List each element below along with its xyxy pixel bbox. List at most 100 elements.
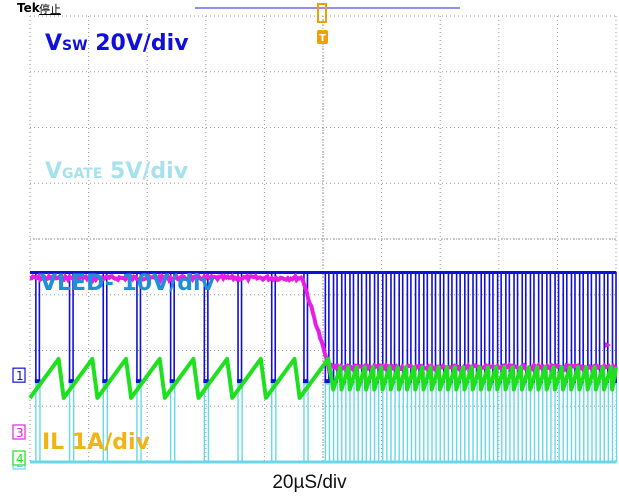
grid-dot <box>263 356 265 357</box>
grid-dot <box>146 60 148 61</box>
grid-dot <box>418 182 419 184</box>
grid-dot <box>146 72 148 73</box>
grid-dot <box>556 44 558 45</box>
grid-dot <box>146 68 148 69</box>
grid-dot <box>378 15 379 17</box>
grid-dot <box>498 152 500 153</box>
vgate-pulse <box>603 383 610 463</box>
grid-dot <box>556 76 558 77</box>
grid-dot <box>154 405 155 407</box>
grid-dot <box>88 424 90 425</box>
grid-dot <box>170 238 171 240</box>
grid-dot <box>502 405 503 407</box>
grid-dot <box>266 182 267 184</box>
grid-dot <box>439 40 441 41</box>
grid-dot <box>538 71 539 73</box>
grid-dot <box>29 120 31 121</box>
grid-dot <box>314 127 315 128</box>
grid-dot <box>556 404 558 405</box>
grid-dot <box>205 180 207 181</box>
grid-dot <box>205 84 207 85</box>
grid-dot <box>615 132 617 133</box>
grid-dot <box>263 240 265 241</box>
grid-dot <box>263 336 265 337</box>
grid-dot <box>534 15 535 17</box>
grid-dot <box>294 405 295 407</box>
grid-dot <box>205 292 207 293</box>
grid-dot <box>590 15 591 17</box>
grid-dot <box>218 71 219 73</box>
grid-dot <box>334 15 335 17</box>
grid-dot <box>206 238 207 240</box>
grid-dot <box>322 420 324 421</box>
grid-dot <box>254 15 255 17</box>
grid-dot <box>310 127 311 128</box>
grid-dot <box>282 350 283 351</box>
grid-dot <box>254 71 255 73</box>
grid-dot <box>29 248 31 249</box>
grid-dot <box>29 184 31 185</box>
grid-dot <box>146 344 148 345</box>
grid-dot <box>90 350 91 351</box>
grid-dot <box>110 15 111 17</box>
grid-dot <box>458 182 459 184</box>
grid-dot <box>556 80 558 81</box>
vsw-pulse-bottom <box>270 379 277 384</box>
grid-dot <box>378 127 379 128</box>
grid-dot <box>142 294 143 296</box>
grid-dot <box>510 127 511 128</box>
grid-dot <box>394 182 395 184</box>
grid-dot <box>70 350 71 351</box>
grid-dot <box>498 288 500 289</box>
grid-dot <box>263 348 265 349</box>
grid-dot <box>598 127 599 128</box>
vsw-pulse <box>237 271 243 382</box>
grid-dot <box>88 300 90 301</box>
grid-dot <box>556 420 558 421</box>
grid-dot <box>322 71 323 73</box>
grid-dot <box>502 238 503 240</box>
grid-dot <box>146 140 148 141</box>
grid-dot <box>263 20 265 21</box>
grid-dot <box>190 405 191 407</box>
grid-dot <box>615 140 617 141</box>
grid-dot <box>566 238 567 240</box>
grid-dot <box>263 60 265 61</box>
grid-dot <box>146 248 148 249</box>
grid-dot <box>263 220 265 221</box>
grid-dot <box>498 332 500 333</box>
grid-dot <box>88 452 90 453</box>
grid-dot <box>29 192 31 193</box>
grid-dot <box>278 182 279 184</box>
grid-dot <box>130 405 131 407</box>
grid-dot <box>206 294 207 296</box>
grid-dot <box>381 268 383 269</box>
grid-dot <box>558 71 559 73</box>
grid-dot <box>29 224 31 225</box>
grid-dot <box>146 284 148 285</box>
grid-dot <box>381 448 383 449</box>
grid-dot <box>246 294 247 296</box>
grid-dot <box>88 96 90 97</box>
grid-dot <box>386 15 387 17</box>
grid-dot <box>205 188 207 189</box>
grid-dot <box>426 15 427 17</box>
grid-dot <box>263 80 265 81</box>
grid-dot <box>342 182 343 184</box>
grid-dot <box>146 404 148 405</box>
grid-dot <box>205 128 207 129</box>
grid-dot <box>490 127 491 128</box>
grid-dot <box>88 144 90 145</box>
grid-dot <box>610 182 611 184</box>
grid-dot <box>556 424 558 425</box>
grid-dot <box>466 182 467 184</box>
grid-dot <box>263 116 265 117</box>
grid-dot <box>88 288 90 289</box>
grid-dot <box>439 224 441 225</box>
grid-dot <box>446 182 447 184</box>
grid-dot <box>88 20 90 21</box>
grid-dot <box>238 238 239 240</box>
grid-dot <box>298 350 299 351</box>
grid-dot <box>346 15 347 17</box>
grid-dot <box>205 428 207 429</box>
